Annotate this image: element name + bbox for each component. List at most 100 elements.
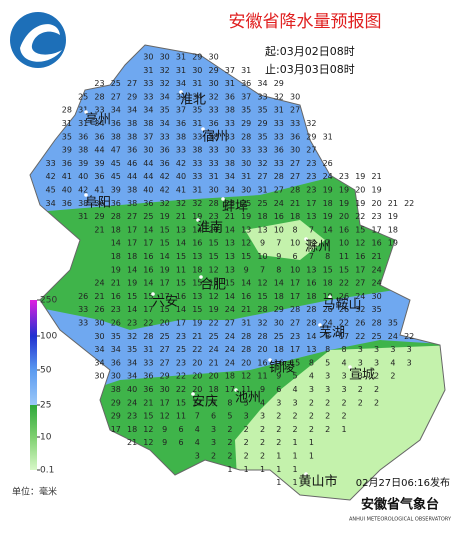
grid-value: 3 xyxy=(390,345,395,354)
grid-value: 27 xyxy=(127,79,137,88)
grid-value: 36 xyxy=(94,199,104,208)
title: 安徽省降水量预报图 xyxy=(229,12,382,32)
grid-value: 15 xyxy=(127,292,137,301)
grid-value: 31 xyxy=(62,119,72,128)
grid-value: 1 xyxy=(309,452,314,461)
grid-value: 3 xyxy=(407,358,412,367)
grid-value: 24 xyxy=(94,279,104,288)
grid-value: 29 xyxy=(209,66,219,75)
grid-value: 17 xyxy=(176,319,186,328)
grid-value: 19 xyxy=(192,319,202,328)
grid-value: 35 xyxy=(127,345,137,354)
grid-value: 31 xyxy=(78,119,88,128)
grid-value: 2 xyxy=(309,425,314,434)
grid-value: 2 xyxy=(276,438,281,447)
city-label: 宣城 xyxy=(349,367,375,383)
grid-value: 36 xyxy=(160,146,170,155)
grid-value: 24 xyxy=(209,345,219,354)
grid-value: 8 xyxy=(309,358,314,367)
city-dot xyxy=(84,110,88,114)
grid-value: 28 xyxy=(290,186,300,195)
grid-value: 14 xyxy=(176,305,186,314)
grid-value: 30 xyxy=(225,146,235,155)
grid-value: 23 xyxy=(94,79,104,88)
grid-value: 33 xyxy=(192,132,202,141)
grid-value: 34 xyxy=(127,106,137,115)
grid-value: 19 xyxy=(388,239,398,248)
legend-label: 10 xyxy=(40,433,52,443)
grid-value: 25 xyxy=(274,332,284,341)
grid-value: 28 xyxy=(241,332,251,341)
grid-value: 18 xyxy=(111,225,121,234)
grid-value: 22 xyxy=(209,319,219,328)
grid-value: 12 xyxy=(241,372,251,381)
grid-value: 18 xyxy=(388,225,398,234)
grid-value: 36 xyxy=(225,92,235,101)
grid-value: 13 xyxy=(192,292,202,301)
grid-value: 45 xyxy=(46,186,56,195)
grid-value: 19 xyxy=(241,212,251,221)
grid-value: 3 xyxy=(374,345,379,354)
grid-value: 40 xyxy=(62,186,72,195)
grid-value: 7 xyxy=(195,412,200,421)
grid-value: 15 xyxy=(290,358,300,367)
grid-value: 24 xyxy=(372,265,382,274)
grid-value: 26 xyxy=(339,305,349,314)
grid-value: 4 xyxy=(309,372,314,381)
grid-value: 23 xyxy=(111,305,121,314)
grid-value: 19 xyxy=(372,186,382,195)
grid-value: 21 xyxy=(372,172,382,181)
grid-value: 1 xyxy=(293,465,298,474)
grid-value: 28 xyxy=(372,319,382,328)
grid-value: 36 xyxy=(241,79,251,88)
grid-value: 17 xyxy=(111,425,121,434)
grid-value: 1 xyxy=(293,478,298,487)
grid-value: 22 xyxy=(143,319,153,328)
grid-value: 24 xyxy=(225,305,235,314)
city-label: 六安 xyxy=(152,295,178,310)
grid-value: 23 xyxy=(290,332,300,341)
grid-value: 26 xyxy=(323,305,333,314)
grid-value: 19 xyxy=(323,212,333,221)
grid-value: 28 xyxy=(274,172,284,181)
grid-value: 33 xyxy=(192,159,202,168)
grid-value: 28 xyxy=(143,332,153,341)
grid-value: 34 xyxy=(94,345,104,354)
city-dot xyxy=(304,472,308,476)
grid-value: 3 xyxy=(325,385,330,394)
city-dot xyxy=(196,218,200,222)
grid-value: 29 xyxy=(111,412,121,421)
grid-value: 38 xyxy=(225,159,235,168)
grid-value: 12 xyxy=(241,239,251,248)
grid-value: 32 xyxy=(192,199,202,208)
grid-value: 8 xyxy=(325,252,330,261)
grid-value: 21 xyxy=(111,279,121,288)
grid-value: 12 xyxy=(160,412,170,421)
grid-value: 21 xyxy=(290,199,300,208)
valid-from: 起:03月02日08时 xyxy=(265,45,355,58)
grid-value: 44 xyxy=(143,172,153,181)
city-dot xyxy=(179,90,183,94)
grid-value: 17 xyxy=(160,279,170,288)
grid-value: 20 xyxy=(339,212,349,221)
grid-value: 25 xyxy=(241,199,251,208)
grid-value: 2 xyxy=(260,425,265,434)
grid-value: 33 xyxy=(192,172,202,181)
grid-value: 38 xyxy=(78,199,88,208)
grid-value: 4 xyxy=(293,385,298,394)
grid-value: 25 xyxy=(111,79,121,88)
grid-value: 24 xyxy=(372,279,382,288)
grid-value: 29 xyxy=(94,212,104,221)
grid-value: 28 xyxy=(241,345,251,354)
grid-value: 30 xyxy=(143,146,153,155)
grid-value: 31 xyxy=(192,186,202,195)
grid-value: 6 xyxy=(211,412,216,421)
city-label: 亳州 xyxy=(85,112,111,128)
grid-value: 15 xyxy=(192,305,202,314)
grid-value: 30 xyxy=(94,372,104,381)
grid-value: 1 xyxy=(341,425,346,434)
grid-value: 21 xyxy=(94,225,104,234)
grid-value: 4 xyxy=(195,425,200,434)
grid-value: 2 xyxy=(325,425,330,434)
